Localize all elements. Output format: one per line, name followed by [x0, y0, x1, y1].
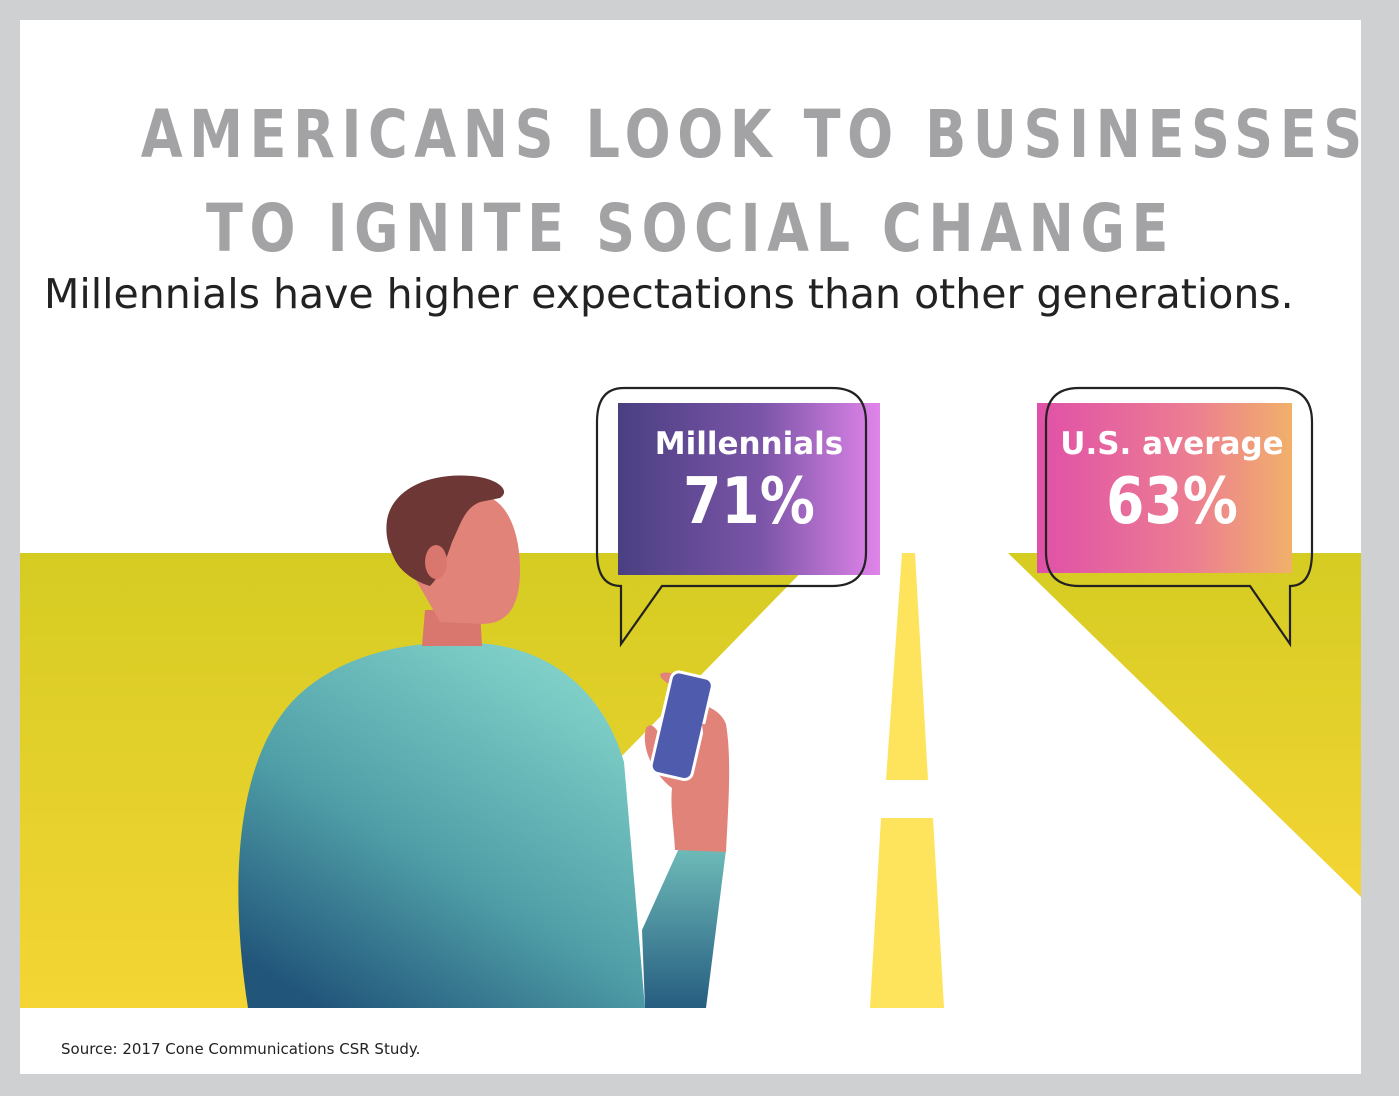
- person-sleeve: [642, 846, 726, 1008]
- us-average-stat: U.S. average 63%: [1042, 424, 1302, 540]
- road-line-upper: [886, 553, 928, 780]
- right-field: [1008, 553, 1361, 897]
- source-note: Source: 2017 Cone Communications CSR Stu…: [61, 1040, 421, 1058]
- infographic-card: AMERICANS LOOK TO BUSINESSES TO IGNITE S…: [20, 20, 1361, 1074]
- road-scene-illustration: [20, 386, 1361, 1008]
- millennials-value: 71%: [683, 465, 815, 539]
- title-line-1: AMERICANS LOOK TO BUSINESSES: [140, 96, 1361, 173]
- phone-icon: [649, 670, 714, 782]
- millennials-label: Millennials: [654, 426, 844, 462]
- person-fingers: [702, 724, 726, 774]
- person-ear: [425, 545, 447, 579]
- us-average-value: 63%: [1106, 465, 1238, 539]
- person-illustration: [238, 475, 730, 1008]
- us-average-speech-bubble: [1044, 386, 1314, 648]
- us-average-stat-box: [1037, 403, 1292, 573]
- millennials-stat-box: [618, 403, 880, 575]
- person-sweater: [238, 642, 646, 1008]
- millennials-speech-bubble: [595, 386, 868, 648]
- person-hair: [386, 475, 505, 586]
- infographic-subtitle: Millennials have higher expectations tha…: [44, 270, 1294, 318]
- us-average-label: U.S. average: [1060, 426, 1284, 462]
- infographic-title: AMERICANS LOOK TO BUSINESSES TO IGNITE S…: [140, 88, 1361, 276]
- title-line-2: TO IGNITE SOCIAL CHANGE: [205, 190, 1175, 267]
- road-line-lower: [870, 818, 944, 1008]
- millennials-stat: Millennials 71%: [618, 424, 880, 540]
